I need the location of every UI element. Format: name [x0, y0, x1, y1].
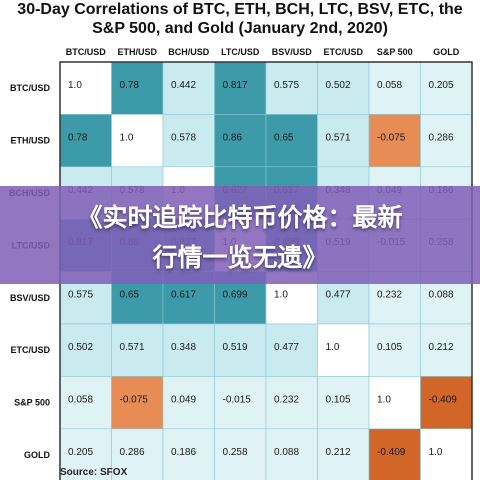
cell-value: 0.212 — [326, 447, 351, 458]
chart-title: 30-Day Correlations of BTC, ETH, BCH, LT… — [0, 0, 480, 38]
cell-value: 0.348 — [171, 342, 196, 353]
heatmap-cell — [265, 428, 318, 480]
row-label: ETC/USD — [10, 345, 50, 355]
heatmap-cell — [317, 376, 370, 430]
heatmap-cell — [162, 323, 215, 377]
chart-title-line-1: 30-Day Correlations of BTC, ETH, BCH, LT… — [17, 1, 463, 18]
cell-value: 0.442 — [171, 80, 196, 91]
cell-value: 0.058 — [377, 80, 402, 91]
cell-value: 0.477 — [326, 290, 351, 301]
cell-value: 0.502 — [326, 80, 351, 91]
cell-value: 0.571 — [120, 342, 145, 353]
cell-value: -0.075 — [120, 394, 149, 405]
heatmap-cell — [111, 114, 164, 168]
row-label: S&P 500 — [14, 398, 50, 408]
cell-value: 0.232 — [274, 394, 299, 405]
column-label: BTC/USD — [66, 47, 106, 57]
cell-value: 0.78 — [68, 132, 88, 143]
heatmap-cell — [265, 376, 318, 430]
cell-value: 1.0 — [377, 394, 391, 405]
cell-value: 0.232 — [377, 290, 402, 301]
heatmap-cell — [368, 323, 421, 377]
cell-value: 0.088 — [274, 447, 299, 458]
cell-value: 0.86 — [223, 132, 243, 143]
cell-value: 0.205 — [429, 80, 454, 91]
heatmap-cell — [162, 376, 215, 430]
column-label: ETC/USD — [323, 47, 363, 57]
cell-value: 0.575 — [274, 80, 299, 91]
column-label: GOLD — [433, 47, 459, 57]
heatmap-cell — [420, 376, 473, 430]
source-note: Source: SFOX — [60, 467, 128, 478]
heatmap-cell — [59, 376, 112, 430]
cell-value: 0.65 — [274, 132, 294, 143]
heatmap-cell — [214, 428, 267, 480]
cell-value: 0.578 — [171, 132, 196, 143]
chart-title-line-2: S&P 500, and Gold (January 2nd, 2020) — [92, 20, 388, 37]
cell-value: 1.0 — [429, 447, 443, 458]
heatmap-cell — [214, 114, 267, 168]
banner-headline-line-1: 《实时追踪比特币价格：最新 — [77, 203, 403, 232]
column-label: BSV/USD — [272, 47, 313, 57]
heatmap-cell — [162, 114, 215, 168]
heatmap-cell — [420, 114, 473, 168]
cell-value: 0.78 — [120, 80, 140, 91]
heatmap-cell — [368, 114, 421, 168]
heatmap-cell — [317, 61, 370, 115]
heatmap-cell — [111, 323, 164, 377]
column-label: S&P 500 — [377, 47, 413, 57]
cell-value: 1.0 — [274, 290, 288, 301]
cell-value: 0.519 — [223, 342, 248, 353]
cell-value: 0.105 — [326, 394, 351, 405]
heatmap-cell — [214, 61, 267, 115]
cell-value: 0.65 — [120, 290, 140, 301]
cell-value: 1.0 — [68, 80, 82, 91]
cell-value: 1.0 — [120, 132, 134, 143]
heatmap-cell — [162, 428, 215, 480]
cell-value: 0.049 — [171, 394, 196, 405]
heatmap-cell — [111, 376, 164, 430]
banner-headline-line-2: 行情一览无遗》 — [152, 243, 328, 272]
cell-value: 0.058 — [68, 394, 93, 405]
cell-value: -0.409 — [429, 394, 458, 405]
cell-value: 0.575 — [68, 290, 93, 301]
cell-value: 0.105 — [377, 342, 402, 353]
cell-value: 1.0 — [326, 342, 340, 353]
cell-value: 0.477 — [274, 342, 299, 353]
heatmap-cell — [265, 323, 318, 377]
row-label: GOLD — [24, 450, 50, 460]
cell-value: 0.617 — [171, 290, 196, 301]
cell-value: 0.212 — [429, 342, 454, 353]
heatmap-cell — [111, 428, 164, 480]
cell-value: 0.205 — [68, 447, 93, 458]
row-label: BTC/USD — [10, 83, 50, 93]
heatmap-cell — [368, 376, 421, 430]
heatmap-cell — [265, 61, 318, 115]
cell-value: 0.571 — [326, 132, 351, 143]
cell-value: 0.258 — [223, 447, 248, 458]
cell-value: 0.286 — [120, 447, 145, 458]
column-label: BCH/USD — [168, 47, 210, 57]
row-label: BSV/USD — [10, 293, 51, 303]
cell-value: -0.015 — [223, 394, 252, 405]
row-label: ETH/USD — [10, 136, 50, 146]
cell-value: 0.817 — [223, 80, 248, 91]
title-banner — [0, 186, 480, 284]
cell-value: -0.075 — [377, 132, 406, 143]
cell-value: 0.088 — [429, 290, 454, 301]
cell-value: 0.699 — [223, 290, 248, 301]
column-label: LTC/USD — [221, 47, 260, 57]
heatmap-cell — [317, 323, 370, 377]
column-label: ETH/USD — [117, 47, 157, 57]
cell-value: 0.186 — [171, 447, 196, 458]
cell-value: 0.286 — [429, 132, 454, 143]
heatmap-cell — [420, 323, 473, 377]
cell-value: 0.502 — [68, 342, 93, 353]
heatmap-cell — [214, 376, 267, 430]
heatmap-cell — [420, 428, 473, 480]
cell-value: -0.409 — [377, 447, 406, 458]
heatmap-cell — [317, 428, 370, 480]
heatmap-cell — [317, 114, 370, 168]
